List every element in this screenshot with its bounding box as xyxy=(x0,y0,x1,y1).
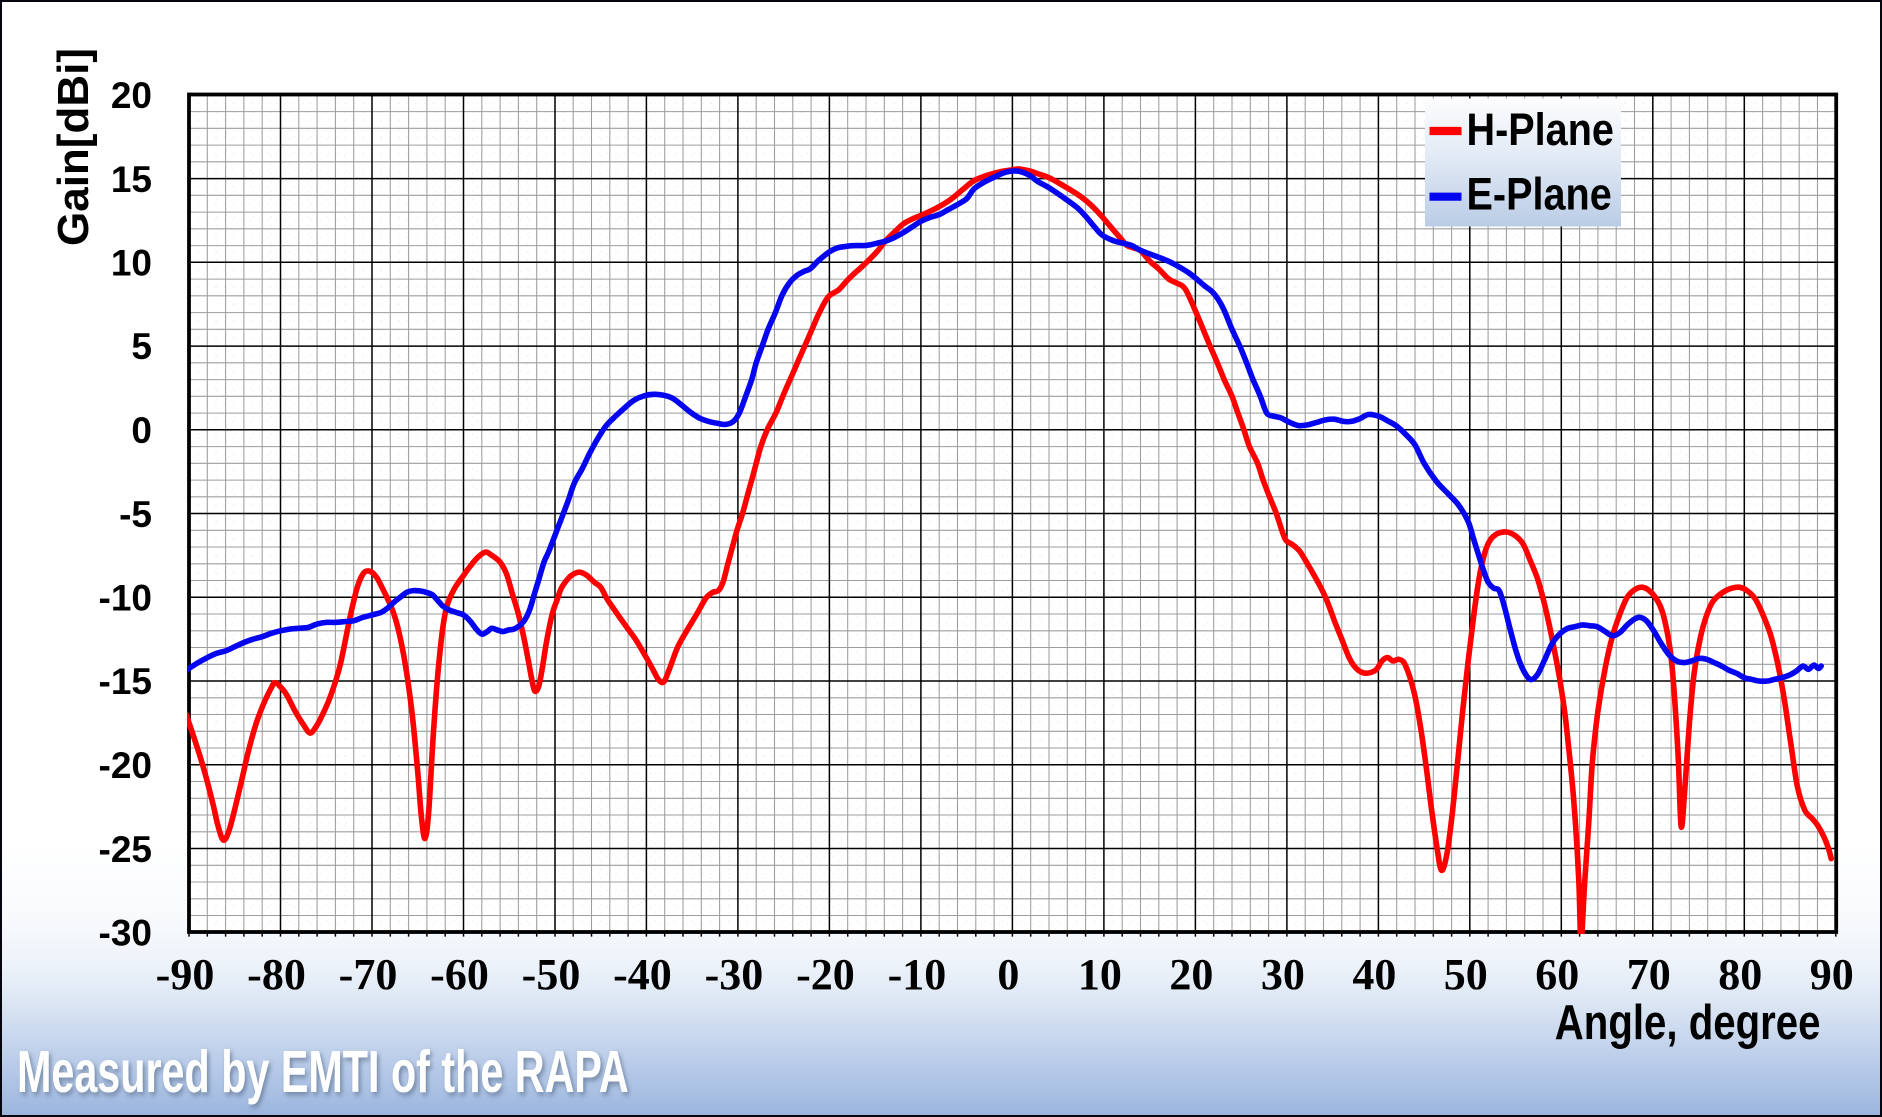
svg-text:20: 20 xyxy=(1169,950,1213,999)
svg-text:-15: -15 xyxy=(99,661,152,702)
svg-text:50: 50 xyxy=(1444,950,1488,999)
svg-text:Angle, degree: Angle, degree xyxy=(1555,995,1821,1050)
svg-text:80: 80 xyxy=(1718,950,1762,999)
svg-text:-50: -50 xyxy=(522,950,581,999)
svg-text:90: 90 xyxy=(1810,950,1854,999)
svg-text:-30: -30 xyxy=(705,950,764,999)
svg-text:0: 0 xyxy=(997,950,1019,999)
svg-text:-40: -40 xyxy=(613,950,672,999)
svg-text:60: 60 xyxy=(1535,950,1579,999)
svg-text:E-Plane: E-Plane xyxy=(1467,169,1612,219)
svg-text:-60: -60 xyxy=(430,950,489,999)
svg-text:-20: -20 xyxy=(99,745,152,786)
svg-text:-90: -90 xyxy=(156,950,215,999)
svg-text:Measured by EMTI of the RAPA: Measured by EMTI of the RAPA xyxy=(17,1039,629,1105)
svg-text:10: 10 xyxy=(1078,950,1122,999)
svg-text:0: 0 xyxy=(131,410,152,451)
svg-text:-5: -5 xyxy=(119,494,152,535)
svg-text:-10: -10 xyxy=(99,578,152,619)
svg-text:5: 5 xyxy=(131,326,152,367)
svg-text:15: 15 xyxy=(111,159,152,200)
svg-text:-25: -25 xyxy=(99,829,152,870)
svg-text:-10: -10 xyxy=(888,950,947,999)
svg-text:30: 30 xyxy=(1261,950,1305,999)
svg-text:70: 70 xyxy=(1627,950,1671,999)
svg-text:10: 10 xyxy=(111,243,152,284)
svg-text:40: 40 xyxy=(1352,950,1396,999)
svg-text:H-Plane: H-Plane xyxy=(1467,105,1614,155)
svg-text:-30: -30 xyxy=(99,913,152,954)
svg-text:20: 20 xyxy=(111,75,152,116)
svg-text:-80: -80 xyxy=(247,950,306,999)
svg-text:-70: -70 xyxy=(339,950,398,999)
svg-text:Gain[dBi]: Gain[dBi] xyxy=(49,48,98,246)
svg-text:-20: -20 xyxy=(796,950,855,999)
